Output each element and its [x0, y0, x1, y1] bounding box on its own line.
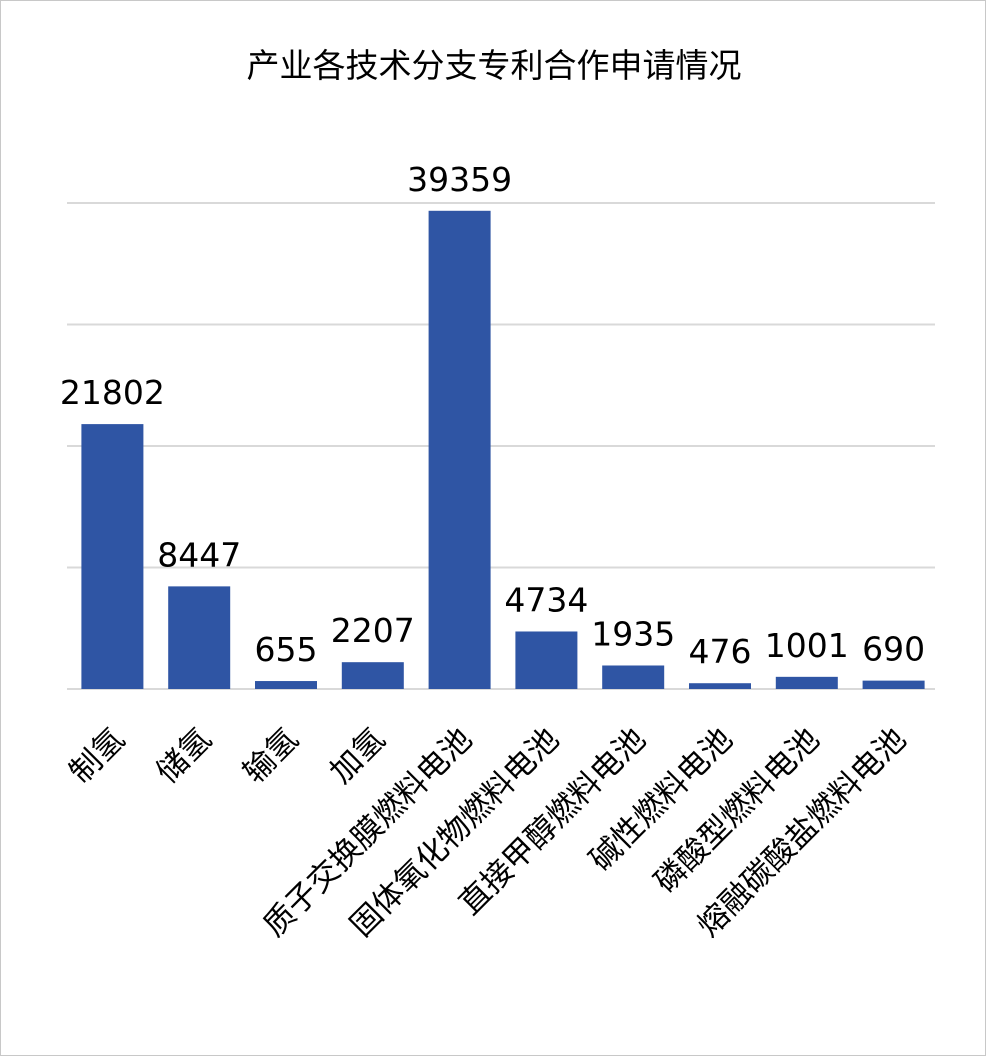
- bar: [168, 586, 231, 689]
- category-label: 加氢: [323, 721, 392, 790]
- bar: [602, 665, 665, 689]
- data-label: 655: [255, 630, 318, 669]
- bar: [341, 662, 404, 689]
- data-label: 2207: [331, 611, 415, 650]
- bar: [515, 631, 578, 689]
- bars: [81, 210, 925, 689]
- bar: [775, 676, 838, 689]
- category-label: 制氢: [63, 721, 132, 790]
- data-label: 1935: [591, 614, 675, 653]
- chart-title: 产业各技术分支专利合作申请情况: [247, 46, 742, 85]
- data-label: 39359: [407, 160, 512, 199]
- data-label: 690: [862, 630, 925, 669]
- category-label: 输氢: [236, 721, 305, 790]
- bar: [862, 680, 925, 689]
- data-label: 1001: [765, 626, 849, 665]
- bar: [81, 424, 144, 689]
- data-label: 21802: [60, 373, 165, 412]
- data-label: 476: [689, 632, 752, 671]
- bar: [428, 210, 491, 689]
- category-labels: 制氢 储氢 输氢 加氢质子交换膜燃料电池固体氧化物燃料电池直接甲醇燃料电池碱性燃料电池…: [63, 721, 913, 944]
- data-label: 8447: [157, 535, 241, 574]
- data-label: 4734: [504, 580, 588, 619]
- bar: [255, 681, 317, 689]
- category-label: 储氢: [150, 721, 219, 790]
- bar: [689, 683, 751, 689]
